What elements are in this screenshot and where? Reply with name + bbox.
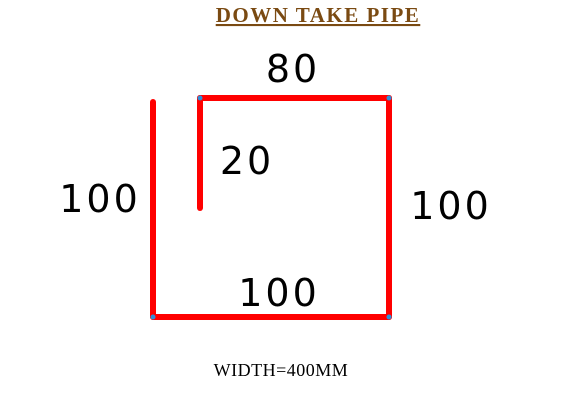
corner-point-bottom-left	[150, 314, 156, 320]
dimension-label-inner-lip: 20	[220, 139, 274, 183]
dimension-label-left: 100	[59, 177, 141, 221]
diagram-title: DOWN TAKE PIPE	[216, 3, 421, 27]
dimension-label-bottom: 100	[238, 271, 320, 315]
dimension-label-right: 100	[410, 184, 492, 228]
corner-point-top-left	[197, 95, 203, 101]
dimension-label-top: 80	[266, 47, 320, 91]
width-note: WIDTH=400MM	[214, 360, 349, 380]
corner-point-bottom-right	[386, 314, 392, 320]
corner-point-top-right	[386, 95, 392, 101]
